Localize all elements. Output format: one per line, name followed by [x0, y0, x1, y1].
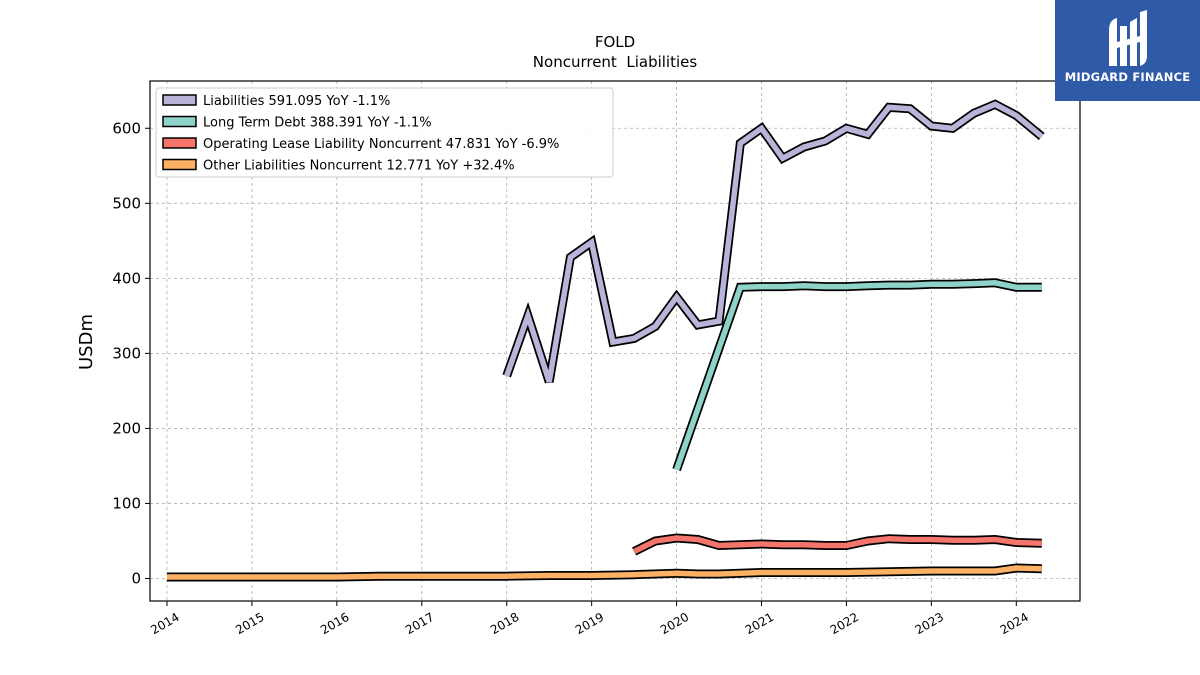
legend: Liabilities 591.095 YoY -1.1% Long Term D… — [155, 87, 614, 178]
series-line — [632, 535, 1042, 554]
legend-label: Long Term Debt 388.391 YoY -1.1% — [203, 116, 432, 131]
chart-subtitle: Noncurrent Liabilities — [533, 53, 698, 71]
brand-logo: MIDGARD FINANCE — [1055, 0, 1200, 101]
series-lines — [167, 99, 1045, 582]
legend-label: Liabilities 591.095 YoY -1.1% — [203, 94, 390, 109]
y-tick-label: 500 — [112, 194, 141, 212]
y-tick-label: 600 — [112, 119, 141, 137]
x-tick-label: 2015 — [233, 610, 266, 637]
x-tick-label: 2016 — [318, 610, 351, 637]
y-tick-label: 100 — [112, 494, 141, 512]
y-tick-label: 300 — [112, 344, 141, 362]
legend-swatch — [162, 158, 197, 171]
legend-label: Other Liabilities Noncurrent 12.771 YoY … — [203, 159, 515, 174]
axis-ticks: 2014 2015 2016 2017 2018 2019 2020 2021 2022 2023… — [112, 119, 1031, 637]
legend-label: Operating Lease Liability Noncurrent 47.… — [203, 137, 559, 152]
series-line — [504, 101, 1044, 383]
brand-name: MIDGARD FINANCE — [1064, 70, 1191, 84]
legend-swatch — [162, 115, 197, 128]
x-tick-label: 2017 — [403, 610, 436, 637]
x-tick-label: 2022 — [828, 610, 861, 637]
x-tick-label: 2019 — [573, 610, 606, 637]
y-tick-label: 400 — [112, 269, 141, 287]
legend-box — [155, 87, 614, 178]
y-tick-label: 200 — [112, 419, 141, 437]
y-tick-label: 0 — [131, 569, 141, 587]
x-tick-label: 2014 — [148, 610, 181, 637]
plot-frame — [149, 80, 1081, 602]
legend-swatch — [162, 94, 197, 106]
midgard-logo-icon — [1109, 10, 1147, 66]
x-tick-label: 2021 — [743, 610, 776, 637]
chart-title: FOLD — [595, 33, 635, 51]
x-tick-label: 2024 — [998, 610, 1031, 637]
y-axis-label: USDm — [76, 314, 97, 370]
x-tick-label: 2023 — [913, 610, 946, 637]
x-tick-label: 2020 — [658, 610, 691, 637]
series-line — [674, 280, 1042, 471]
legend-swatch — [162, 137, 197, 149]
x-tick-label: 2018 — [488, 610, 521, 637]
series-line — [167, 565, 1042, 580]
